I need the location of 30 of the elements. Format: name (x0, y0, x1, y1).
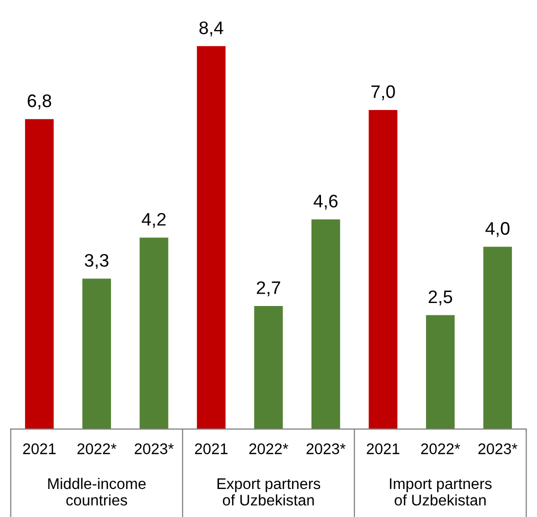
x-tick-label: 2021 (366, 443, 400, 454)
x-tick-label: 2023* (306, 443, 346, 454)
bar (140, 238, 168, 430)
bar (25, 119, 54, 430)
bar (483, 246, 512, 430)
bar (82, 278, 111, 430)
text: Middle-income countries (48, 478, 146, 506)
data-label: 7,0 (371, 85, 395, 100)
x-tick-label: 2022* (421, 443, 460, 454)
x-tick-label: 2022* (249, 443, 288, 454)
data-label: 4,0 (485, 222, 510, 237)
text: Export partners of Uzbekistan (218, 478, 320, 506)
data-label: 4,2 (142, 212, 166, 228)
data-label: 8,4 (199, 21, 224, 36)
bar (311, 219, 340, 430)
data-label: 2,5 (428, 290, 452, 306)
bar (254, 306, 283, 430)
bar (426, 315, 455, 430)
data-label: 2,7 (256, 281, 280, 296)
bar (368, 110, 398, 430)
x-tick-label: 2021 (194, 443, 228, 454)
x-tick-label: 2021 (23, 443, 56, 454)
data-label: 6,8 (28, 94, 52, 110)
x-tick-label: 2022* (77, 443, 116, 454)
data-label: 3,3 (84, 254, 108, 269)
data-label: 4,6 (314, 194, 338, 210)
x-tick-label: 2023* (134, 443, 174, 454)
text: Import partners of Uzbekistan (390, 478, 492, 506)
bar (196, 46, 226, 430)
x-tick-label: 2023* (478, 443, 518, 454)
